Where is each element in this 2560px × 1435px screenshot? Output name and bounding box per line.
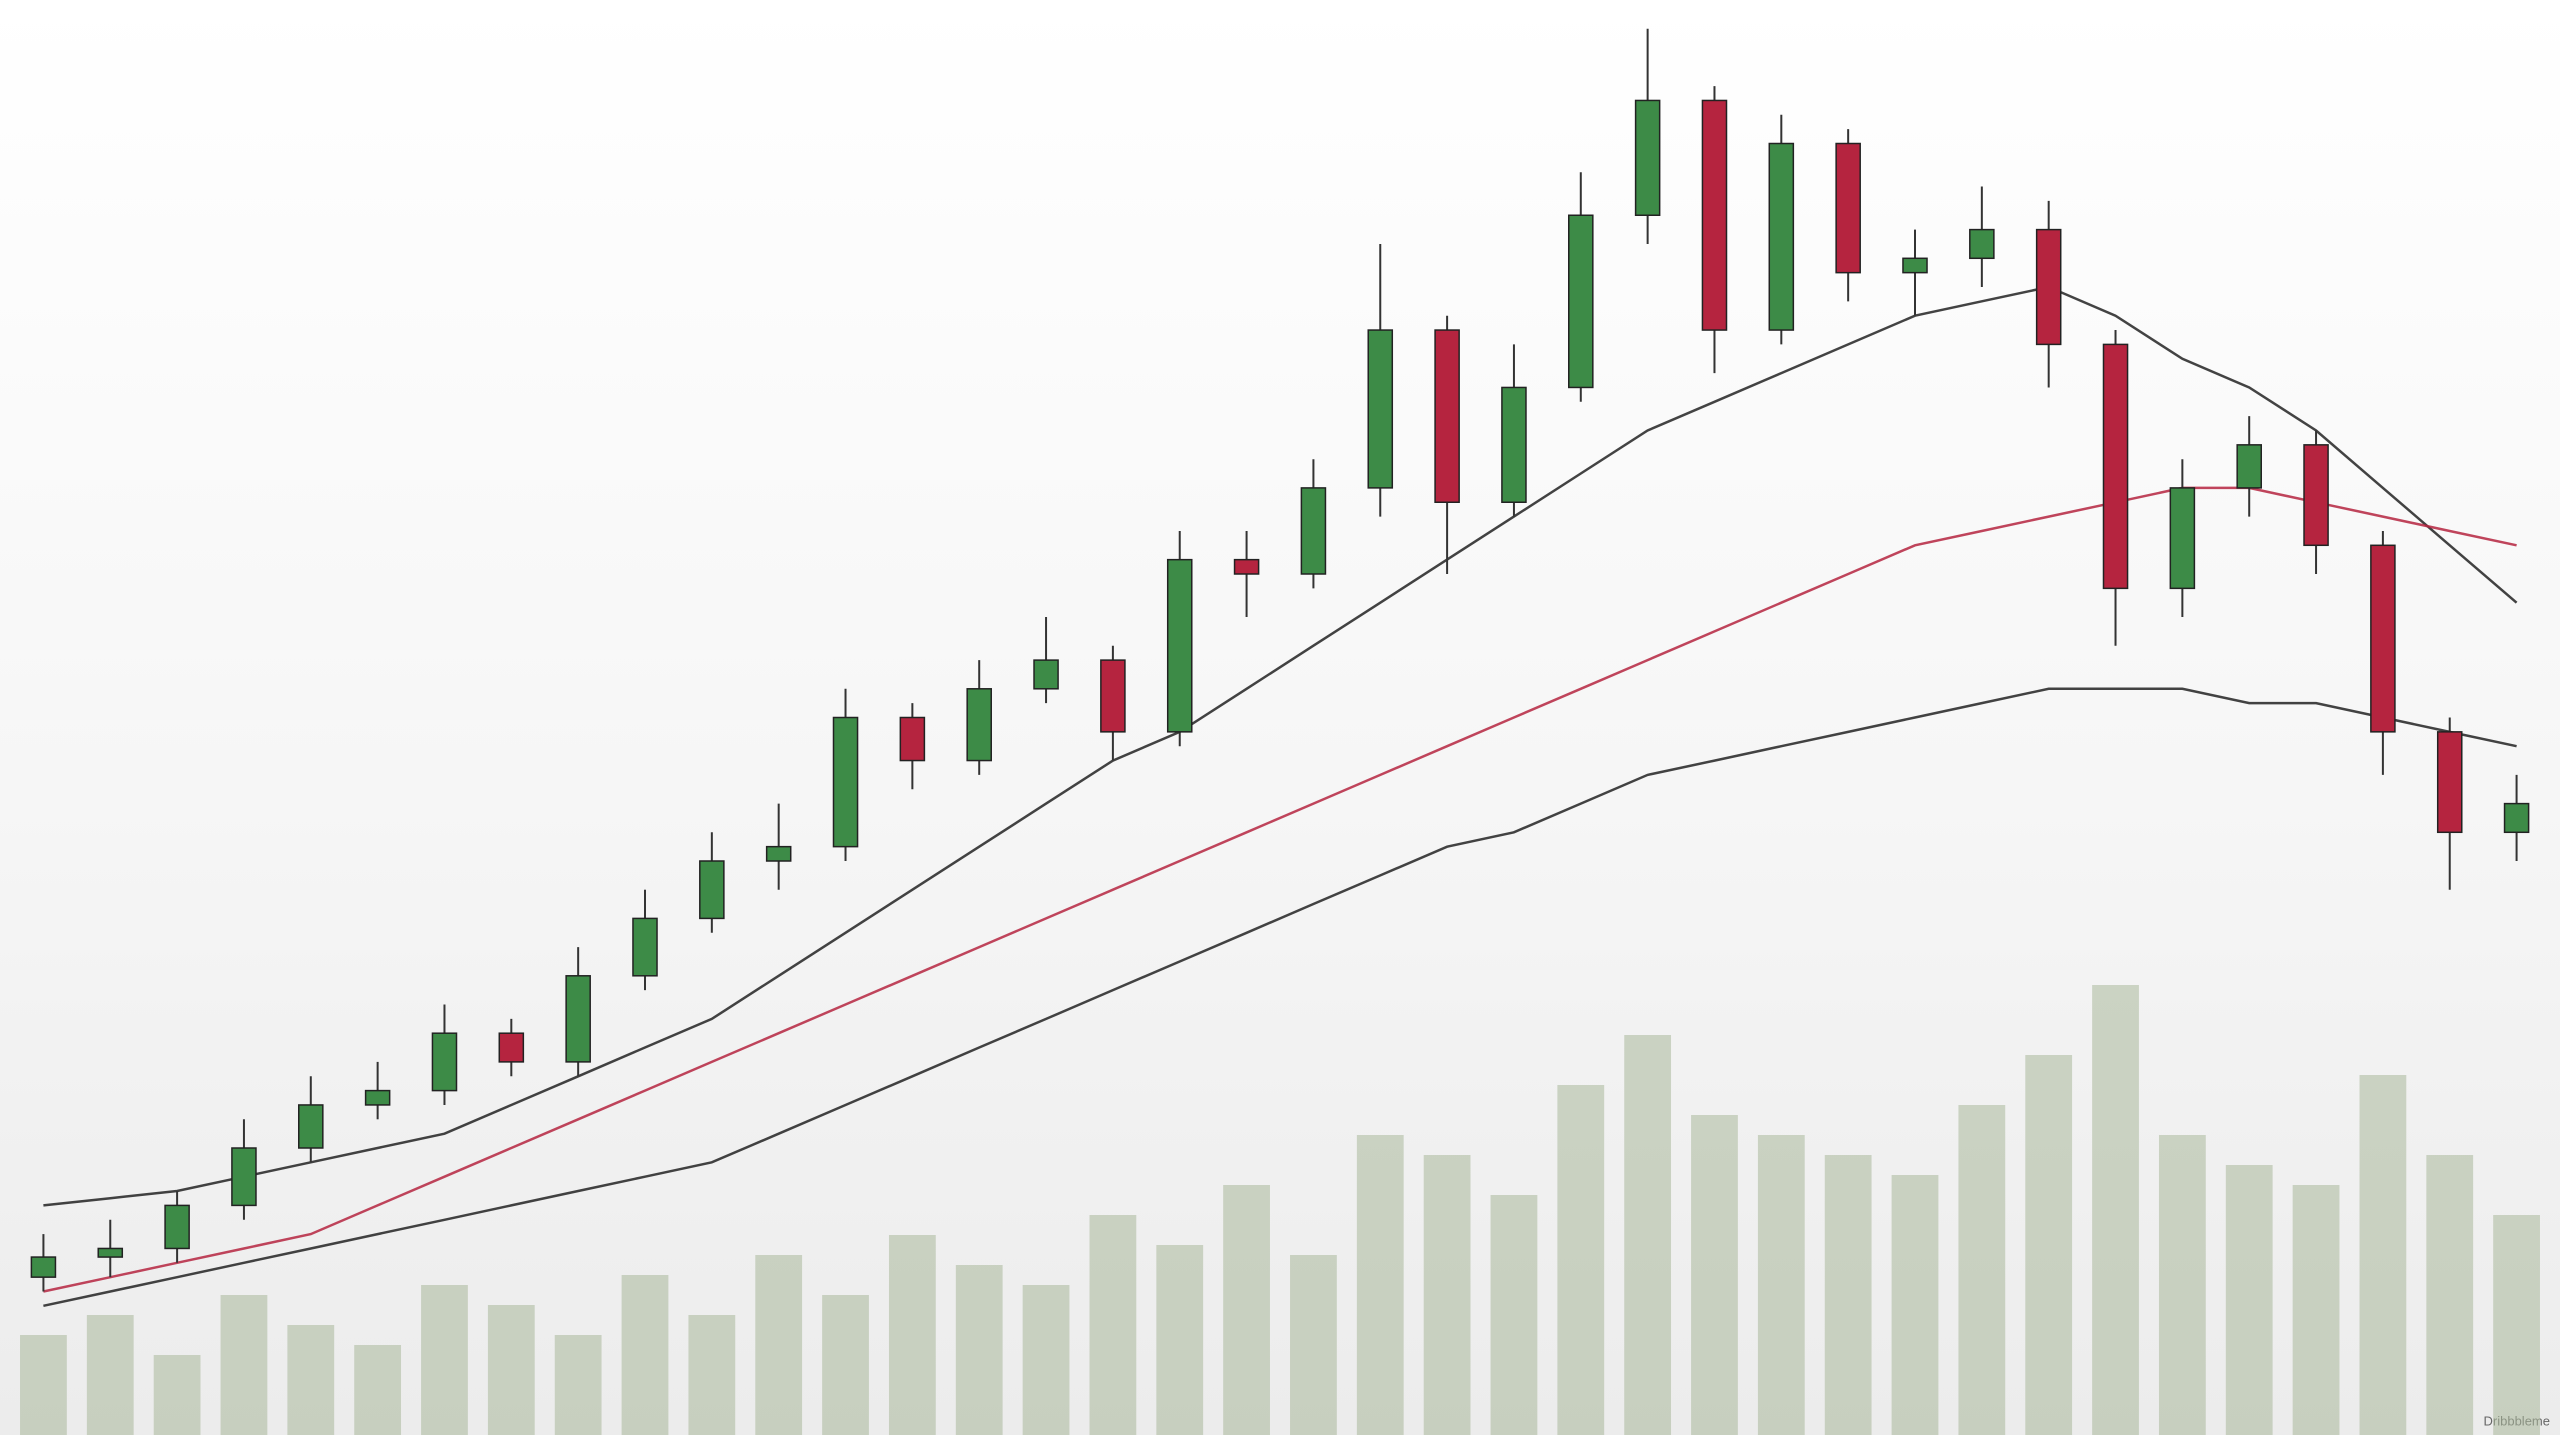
candle-body (364, 1089, 391, 1106)
volume-bar (554, 1335, 602, 1435)
candle-body (231, 1147, 257, 1207)
candle-body (1634, 99, 1661, 216)
candle-body (2436, 731, 2463, 834)
volume-bar (1490, 1195, 1538, 1435)
candle-body (298, 1104, 324, 1149)
volume-bar (20, 1335, 67, 1435)
volume-bar (1691, 1115, 1738, 1435)
volume-bar (1089, 1215, 1137, 1435)
volume-bar (2292, 1185, 2340, 1435)
volume-bar (1156, 1245, 1204, 1435)
candle-body (966, 688, 992, 762)
candle-body (1501, 386, 1527, 504)
candle-body (1835, 142, 1861, 274)
candle-body (1701, 99, 1728, 331)
candle-body (30, 1256, 57, 1278)
candle-body (699, 860, 725, 920)
candle-body (1033, 659, 1059, 690)
volume-bar (2493, 1215, 2540, 1435)
volume-bar (1757, 1135, 1805, 1435)
volume-bar (2158, 1135, 2206, 1435)
volume-bar (2092, 985, 2139, 1435)
candle-body (2370, 544, 2396, 733)
candle-body (1367, 329, 1394, 489)
volume-bar (487, 1305, 535, 1435)
volume-bar (955, 1265, 1003, 1435)
moving-average-line (43, 285, 2518, 1207)
candle-body (2102, 343, 2129, 590)
volume-bar (2225, 1165, 2273, 1435)
candle-body (1969, 228, 1995, 260)
volume-bar (153, 1355, 201, 1435)
candle-body (498, 1032, 525, 1063)
volume-bar (1624, 1035, 1672, 1435)
volume-bar (688, 1315, 736, 1435)
volume-bar (354, 1345, 402, 1435)
candle-body (1166, 558, 1193, 733)
volume-bar (1223, 1185, 1270, 1435)
candle-body (2236, 444, 2262, 489)
volume-bar (421, 1285, 468, 1435)
volume-bar (1557, 1085, 1605, 1435)
candle-body (632, 917, 658, 977)
volume-bar (287, 1325, 335, 1435)
candle-body (431, 1032, 458, 1092)
candle-body (765, 845, 792, 862)
volume-bar (1356, 1135, 1404, 1435)
volume-bar (2359, 1075, 2407, 1435)
moving-average-line (43, 687, 2517, 1308)
candle-body (1300, 487, 1327, 575)
candle-body (832, 716, 859, 848)
candle-body (1768, 142, 1795, 331)
candle-body (2169, 487, 2196, 590)
candle-body (1100, 659, 1126, 733)
volume-bar (1958, 1105, 2006, 1435)
volume-bar (822, 1295, 869, 1435)
volume-bar (1423, 1155, 1471, 1435)
candle-body (2303, 444, 2329, 547)
volume-bar (1022, 1285, 1070, 1435)
candle-body (565, 975, 591, 1063)
volume-bar (1290, 1255, 1337, 1435)
volume-bar (220, 1295, 268, 1435)
candle-body (1434, 329, 1460, 503)
candle-body (2503, 802, 2530, 834)
candle-body (2035, 228, 2062, 346)
candle-body (164, 1204, 190, 1250)
volume-bar (2426, 1155, 2474, 1435)
volume-bar (2025, 1055, 2073, 1435)
volume-bar (755, 1255, 803, 1435)
volume-bar (1824, 1155, 1872, 1435)
candle-body (97, 1247, 124, 1258)
volume-bar (1891, 1175, 1939, 1435)
candle-body (899, 716, 926, 762)
candle-body (1902, 257, 1928, 274)
candle-body (1568, 214, 1594, 389)
volume-bar (621, 1275, 669, 1435)
volume-bar (888, 1235, 936, 1435)
volume-bar (86, 1315, 134, 1435)
candle-body (1233, 558, 1260, 575)
